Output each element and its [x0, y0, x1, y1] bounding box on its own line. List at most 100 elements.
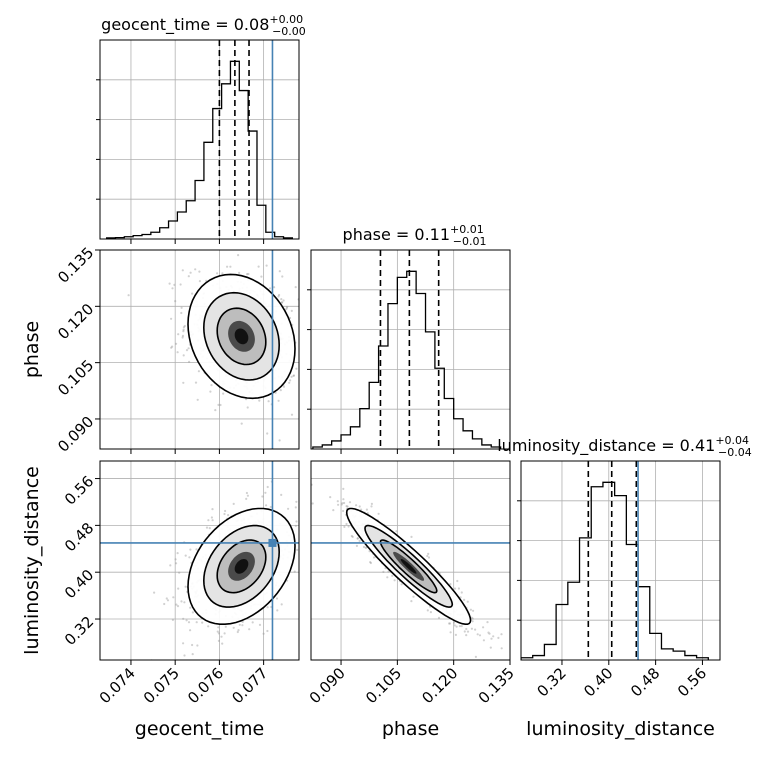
sample-point	[285, 306, 289, 309]
sample-point	[449, 631, 452, 634]
sample-point	[197, 458, 199, 460]
sample-point	[356, 537, 359, 540]
sample-point	[191, 653, 194, 656]
sample-point	[257, 265, 260, 268]
sample-point	[301, 286, 303, 288]
contour-line-0	[216, 539, 267, 594]
sample-point	[217, 639, 220, 643]
sample-point	[211, 519, 214, 522]
sample-point	[290, 375, 293, 378]
y-tick-label: 0.56	[61, 472, 97, 508]
sample-point	[197, 370, 200, 373]
panel-title-sub: −0.01	[453, 235, 487, 248]
x-tick-label: 0.56	[674, 664, 710, 700]
sample-point	[347, 525, 350, 528]
x-axis-label-phase: phase	[382, 718, 439, 740]
sample-point	[290, 413, 294, 416]
sample-point	[500, 647, 503, 650]
sample-point	[453, 621, 456, 624]
sample-point	[278, 293, 281, 297]
sample-point	[237, 629, 240, 632]
sample-point	[181, 336, 184, 339]
sample-point	[478, 634, 482, 637]
sample-point	[248, 628, 251, 631]
sample-point	[386, 576, 389, 579]
sample-point	[232, 626, 235, 629]
sample-point	[281, 301, 284, 304]
sample-point	[182, 328, 185, 331]
sample-point	[262, 632, 265, 635]
sample-point	[490, 637, 493, 640]
sample-point	[455, 625, 458, 628]
panel-title-main: geocent_time = 0.08	[101, 15, 269, 35]
sample-point	[238, 271, 241, 274]
sample-point	[470, 627, 473, 630]
sample-point	[342, 487, 345, 490]
sample-point	[280, 493, 283, 496]
x-tick-label: 0.32	[533, 664, 569, 700]
sample-point	[183, 324, 186, 328]
panel-frame	[310, 460, 511, 661]
sample-point	[227, 514, 230, 517]
sample-point	[258, 623, 262, 627]
sample-point	[362, 545, 366, 549]
sample-point	[486, 621, 489, 624]
sample-point	[226, 454, 228, 456]
x-tick-label: 0.48	[627, 664, 663, 700]
sample-point	[177, 587, 180, 590]
sample-point	[343, 501, 346, 505]
sample-point	[325, 312, 327, 314]
sample-point	[465, 627, 468, 631]
sample-point	[492, 635, 495, 638]
sample-point	[184, 585, 187, 588]
sample-point	[400, 583, 403, 586]
sample-point	[370, 505, 373, 508]
sample-point	[457, 587, 460, 590]
sample-point	[295, 500, 298, 503]
sample-point	[265, 504, 268, 507]
contour-line-2	[345, 507, 472, 625]
sample-point	[449, 583, 452, 586]
sample-point	[410, 535, 413, 539]
sample-point	[365, 508, 368, 511]
sample-point	[171, 345, 174, 348]
sample-point	[488, 632, 491, 635]
sample-point	[174, 558, 177, 561]
sample-point	[175, 603, 178, 606]
panel-grid-phase-phase	[311, 250, 511, 449]
y-tick-label: 0.120	[54, 300, 97, 343]
sample-point	[214, 409, 217, 412]
x-tick-label: 0.120	[418, 664, 461, 707]
x-tick-label: 0.090	[306, 664, 349, 707]
x-axis-label-geocent_time: geocent_time	[135, 718, 264, 740]
sample-point	[182, 642, 185, 645]
sample-point	[476, 633, 479, 636]
contour-line-2	[187, 273, 296, 400]
y-tick-label: 0.135	[54, 244, 97, 287]
x-tick-label: 0.077	[228, 664, 271, 707]
sample-point	[340, 503, 343, 506]
sample-point	[198, 280, 201, 283]
panel-data-geocent_time-phase	[127, 250, 327, 460]
sample-point	[201, 621, 204, 624]
sample-point	[241, 624, 244, 627]
sample-point	[410, 600, 413, 603]
sample-point	[311, 502, 314, 505]
sample-point	[289, 379, 292, 382]
panel-title-sup: +0.01	[450, 223, 484, 236]
sample-point	[180, 306, 183, 309]
sample-point	[364, 546, 367, 550]
sample-point	[168, 282, 171, 285]
sample-point	[269, 505, 272, 509]
sample-point	[482, 639, 485, 642]
sample-point	[474, 628, 477, 631]
panel-title-main: phase = 0.11	[343, 225, 450, 244]
sample-point	[184, 554, 187, 557]
sample-point	[345, 505, 348, 508]
sample-point	[210, 384, 213, 387]
sample-point	[182, 326, 185, 329]
sample-point	[273, 286, 276, 289]
sample-point	[437, 616, 441, 620]
sample-point	[456, 579, 459, 583]
sample-point	[279, 389, 282, 392]
